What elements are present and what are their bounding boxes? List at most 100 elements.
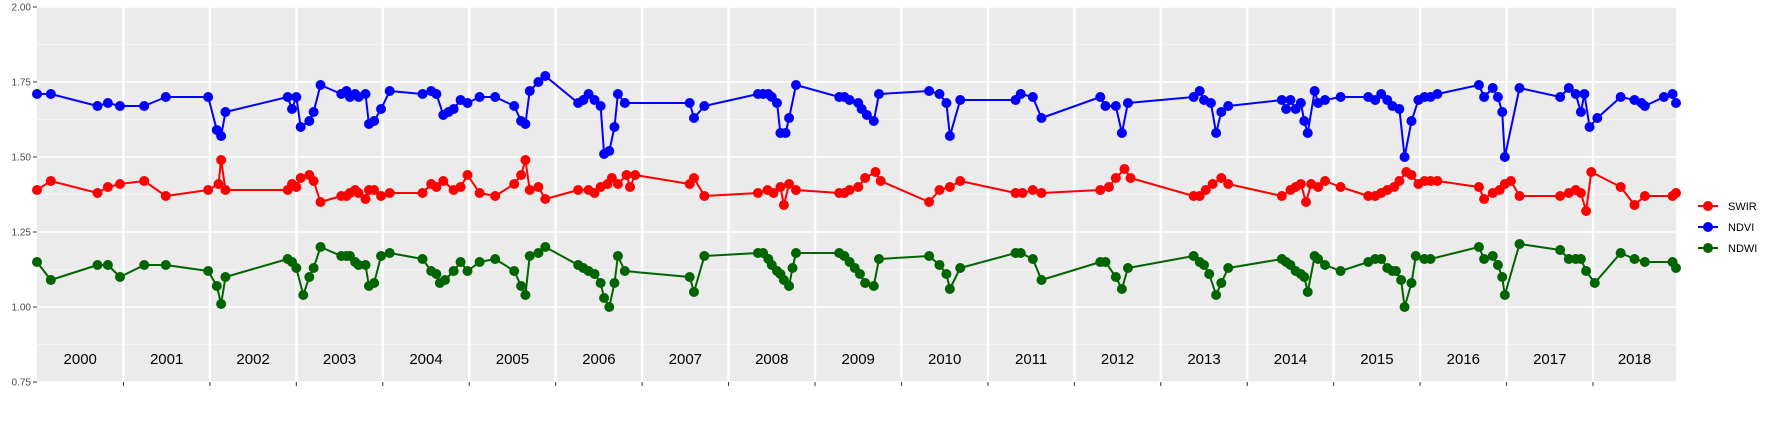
data-point-ndwi bbox=[203, 266, 214, 276]
data-point-swir bbox=[431, 182, 442, 192]
data-point-ndvi bbox=[1492, 92, 1503, 102]
year-label: 2004 bbox=[409, 351, 442, 368]
data-point-ndvi bbox=[32, 89, 42, 99]
data-point-ndwi bbox=[1425, 254, 1436, 264]
data-point-ndvi bbox=[1575, 107, 1586, 117]
data-point-swir bbox=[1586, 167, 1597, 177]
data-point-swir bbox=[509, 179, 520, 189]
data-point-ndwi bbox=[1015, 248, 1026, 258]
y-tick-label: 1.50 bbox=[12, 153, 32, 164]
data-point-swir bbox=[860, 173, 871, 183]
data-point-ndvi bbox=[282, 92, 293, 102]
data-point-ndvi bbox=[1110, 101, 1121, 111]
data-point-ndvi bbox=[114, 101, 125, 111]
data-point-ndwi bbox=[1390, 266, 1401, 276]
data-point-ndvi bbox=[868, 116, 879, 126]
legend-key-ndvi bbox=[1703, 222, 1713, 232]
data-point-ndvi bbox=[684, 98, 695, 108]
data-point-ndvi bbox=[612, 89, 623, 99]
data-point-swir bbox=[1216, 173, 1227, 183]
data-point-ndwi bbox=[790, 248, 801, 258]
data-point-ndwi bbox=[1216, 278, 1227, 288]
data-point-swir bbox=[114, 179, 125, 189]
data-point-ndwi bbox=[298, 290, 309, 300]
data-point-ndwi bbox=[1036, 275, 1047, 285]
year-label: 2013 bbox=[1187, 351, 1220, 368]
data-point-ndvi bbox=[1592, 113, 1603, 123]
data-point-ndwi bbox=[1211, 290, 1222, 300]
data-point-ndvi bbox=[784, 113, 795, 123]
data-point-ndvi bbox=[540, 71, 551, 81]
data-point-swir bbox=[384, 188, 395, 198]
data-point-ndwi bbox=[1122, 263, 1133, 273]
data-point-ndwi bbox=[787, 263, 798, 273]
data-point-swir bbox=[516, 170, 527, 180]
data-point-swir bbox=[353, 188, 364, 198]
data-point-ndvi bbox=[1216, 107, 1227, 117]
series-layer bbox=[32, 71, 1681, 312]
data-point-swir bbox=[1514, 191, 1525, 201]
data-point-ndvi bbox=[1406, 116, 1417, 126]
data-point-ndvi bbox=[1320, 95, 1331, 105]
data-point-swir bbox=[520, 155, 531, 165]
data-point-ndwi bbox=[609, 278, 620, 288]
data-point-swir bbox=[1010, 188, 1021, 198]
data-point-swir bbox=[784, 179, 795, 189]
year-label: 2009 bbox=[842, 351, 875, 368]
data-point-ndvi bbox=[304, 116, 315, 126]
legend-label-ndvi: NDVI bbox=[1728, 222, 1754, 234]
data-point-swir bbox=[540, 194, 551, 204]
data-point-ndvi bbox=[360, 89, 371, 99]
data-point-swir bbox=[625, 182, 636, 192]
data-point-swir bbox=[1295, 179, 1306, 189]
year-label: 2003 bbox=[323, 351, 356, 368]
data-point-swir bbox=[1017, 188, 1028, 198]
data-point-ndwi bbox=[509, 266, 520, 276]
data-point-ndvi bbox=[941, 98, 952, 108]
data-point-ndvi bbox=[699, 101, 710, 111]
data-point-ndwi bbox=[1302, 287, 1313, 297]
data-point-ndwi bbox=[784, 281, 795, 291]
x-axis bbox=[122, 382, 1594, 386]
data-point-swir bbox=[524, 185, 535, 195]
data-point-ndwi bbox=[1204, 269, 1215, 279]
year-labels: 2000 2001 2002 2003 2004 2005 2006 2007 2008 2009… bbox=[64, 351, 1652, 368]
data-point-ndvi bbox=[861, 110, 872, 120]
data-point-ndwi bbox=[139, 260, 150, 270]
data-point-ndwi bbox=[1116, 284, 1127, 294]
data-point-ndwi bbox=[934, 260, 945, 270]
data-point-ndwi bbox=[1497, 272, 1508, 282]
year-label: 2018 bbox=[1618, 351, 1651, 368]
legend: SWIR NDVI NDWI bbox=[1698, 201, 1757, 255]
data-point-ndvi bbox=[604, 146, 615, 156]
data-point-swir bbox=[92, 188, 103, 198]
data-point-swir bbox=[1301, 197, 1312, 207]
data-point-ndvi bbox=[1015, 89, 1026, 99]
data-point-ndvi bbox=[844, 95, 855, 105]
data-point-swir bbox=[1425, 176, 1436, 186]
data-point-swir bbox=[853, 182, 864, 192]
year-label: 2006 bbox=[582, 351, 615, 368]
data-point-ndwi bbox=[533, 248, 544, 258]
data-point-swir bbox=[1119, 164, 1130, 174]
data-point-ndwi bbox=[1396, 275, 1407, 285]
data-point-swir bbox=[924, 197, 935, 207]
data-point-swir bbox=[376, 191, 387, 201]
data-point-ndvi bbox=[1100, 101, 1111, 111]
legend-label-ndwi: NDWI bbox=[1728, 243, 1757, 255]
data-point-swir bbox=[875, 176, 886, 186]
data-point-ndvi bbox=[203, 92, 214, 102]
data-point-ndvi bbox=[771, 98, 782, 108]
data-point-ndwi bbox=[1499, 290, 1510, 300]
data-point-ndwi bbox=[1639, 257, 1650, 267]
data-point-swir bbox=[621, 170, 632, 180]
data-point-ndwi bbox=[699, 251, 710, 261]
data-point-swir bbox=[533, 182, 544, 192]
data-point-ndwi bbox=[1199, 260, 1210, 270]
data-point-swir bbox=[490, 191, 501, 201]
data-point-ndwi bbox=[1514, 239, 1525, 249]
data-point-swir bbox=[1036, 188, 1047, 198]
data-point-ndvi bbox=[533, 77, 544, 87]
data-point-ndvi bbox=[160, 92, 171, 102]
